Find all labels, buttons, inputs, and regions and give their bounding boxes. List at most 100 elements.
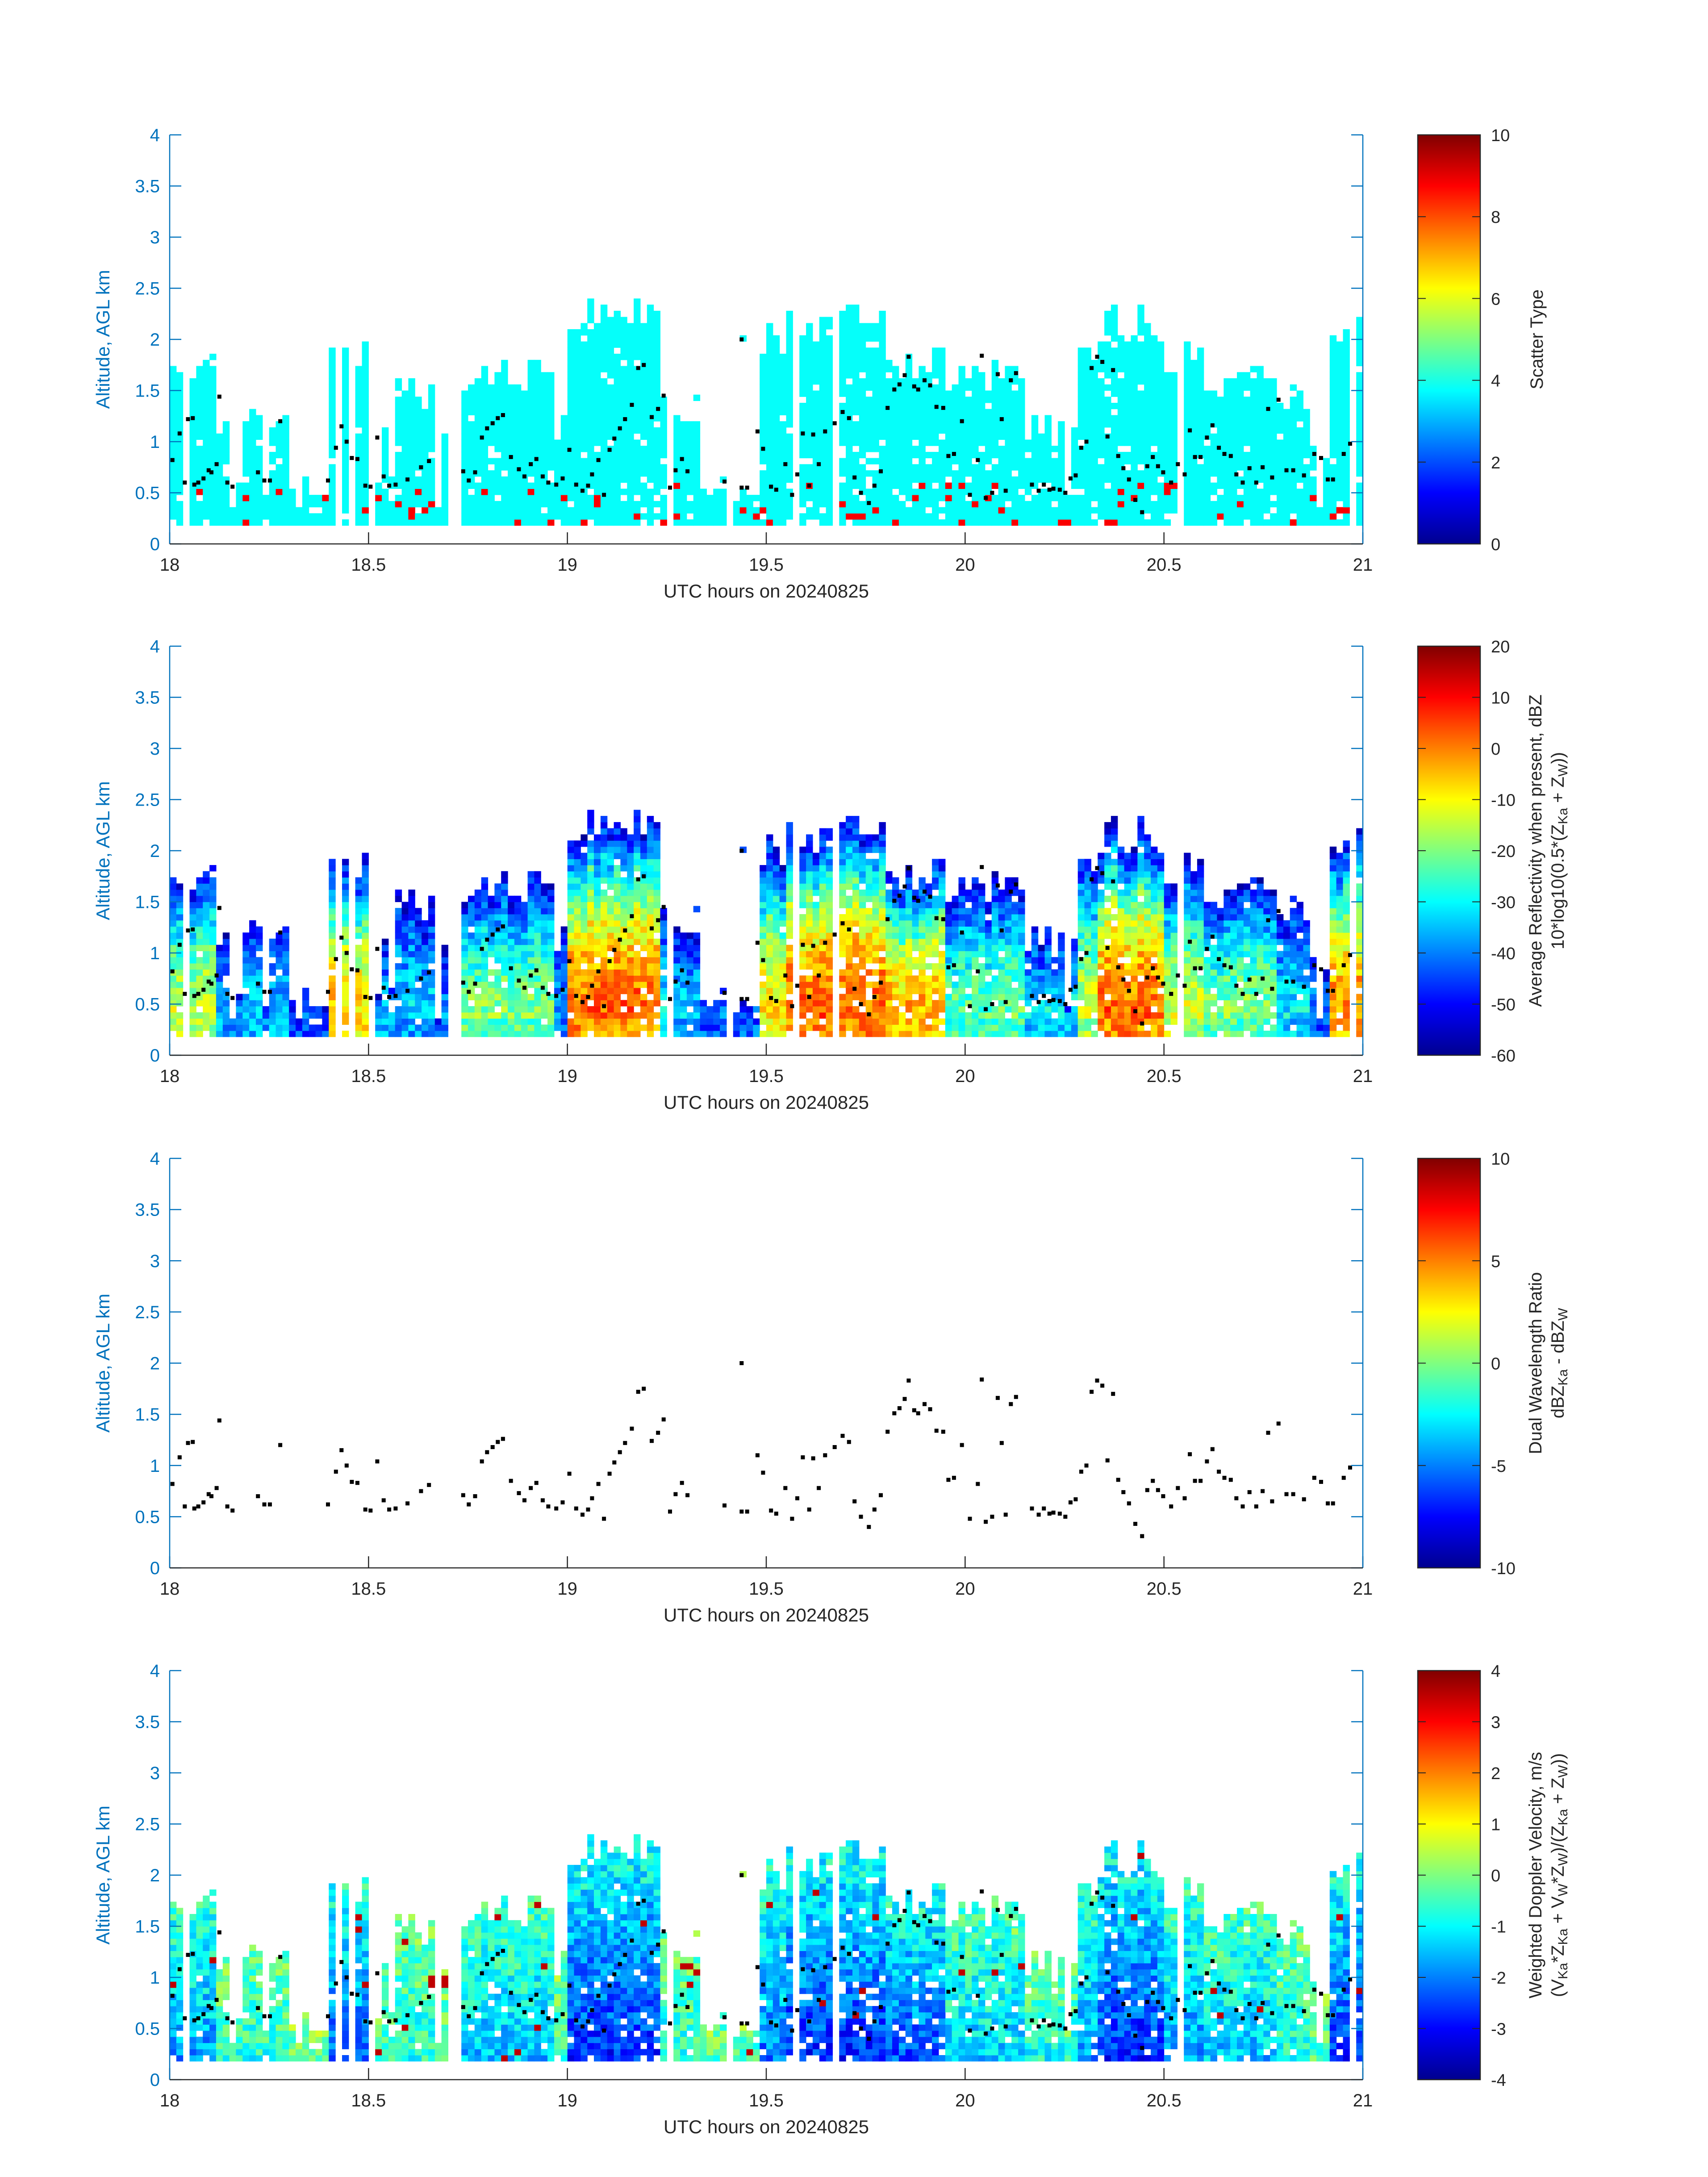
cloud-base-point bbox=[461, 469, 465, 473]
heat-cell bbox=[1224, 476, 1230, 483]
heat-cell bbox=[614, 384, 621, 391]
heat-cell bbox=[813, 483, 819, 489]
heat-cell bbox=[249, 470, 256, 476]
heat-cell bbox=[1270, 464, 1277, 470]
heat-cell bbox=[561, 1006, 568, 1012]
heat-cell bbox=[362, 963, 369, 969]
heat-cell bbox=[203, 501, 209, 507]
heat-cell bbox=[1330, 342, 1336, 348]
heat-cell bbox=[236, 495, 242, 501]
heat-cell bbox=[1250, 415, 1257, 422]
cloud-base-point bbox=[1285, 468, 1289, 472]
heat-cell bbox=[547, 397, 554, 403]
heat-cell bbox=[601, 427, 607, 434]
heat-cell bbox=[1244, 384, 1250, 391]
heat-cell bbox=[249, 994, 256, 1000]
heat-cell bbox=[1011, 452, 1018, 458]
heat-cell bbox=[468, 452, 475, 458]
heat-cell bbox=[1078, 501, 1085, 507]
heat-cell bbox=[1316, 513, 1323, 519]
heat-cell bbox=[568, 908, 574, 914]
heat-cell bbox=[594, 434, 601, 440]
heat-cell bbox=[673, 513, 680, 519]
heat-cell bbox=[395, 890, 402, 896]
heat-cell bbox=[568, 994, 574, 1000]
heat-cell bbox=[488, 519, 495, 526]
heatmap-scatter-type bbox=[170, 298, 1363, 526]
heat-cell bbox=[1018, 452, 1025, 458]
heat-cell bbox=[587, 421, 594, 427]
heat-cell bbox=[939, 507, 945, 514]
heat-cell bbox=[1323, 464, 1330, 470]
heat-cell bbox=[826, 458, 833, 464]
heat-cell bbox=[885, 458, 892, 464]
heat-cell bbox=[422, 452, 428, 458]
heat-cell bbox=[508, 982, 514, 988]
heat-cell bbox=[866, 439, 873, 446]
heat-cell bbox=[554, 501, 561, 507]
heat-cell bbox=[852, 335, 859, 342]
heat-cell bbox=[561, 945, 568, 951]
heat-cell bbox=[216, 483, 223, 489]
heat-cell bbox=[508, 501, 514, 507]
heat-cell bbox=[859, 329, 866, 335]
heat-cell bbox=[1237, 427, 1244, 434]
heat-cell bbox=[1250, 427, 1257, 434]
heat-cell bbox=[1330, 427, 1336, 434]
heat-cell bbox=[296, 1019, 302, 1025]
heat-cell bbox=[1224, 391, 1230, 397]
heat-cell bbox=[541, 434, 547, 440]
heat-cell bbox=[906, 366, 912, 372]
heat-cell bbox=[673, 495, 680, 501]
heat-cell bbox=[568, 1031, 574, 1037]
heat-cell bbox=[1336, 421, 1343, 427]
heat-cell bbox=[1230, 483, 1237, 489]
heat-cell bbox=[534, 1024, 541, 1031]
heat-cell bbox=[296, 519, 302, 526]
heat-cell bbox=[799, 342, 806, 348]
heat-cell bbox=[203, 920, 209, 927]
heat-cell bbox=[236, 994, 242, 1000]
heat-cell bbox=[362, 890, 369, 896]
heat-cell bbox=[249, 476, 256, 483]
heat-cell bbox=[481, 519, 488, 526]
heat-cell bbox=[1078, 519, 1085, 526]
heat-cell bbox=[1343, 458, 1350, 464]
heat-cell bbox=[176, 507, 183, 514]
heat-cell bbox=[501, 963, 508, 969]
heat-cell bbox=[249, 951, 256, 957]
heat-cell bbox=[568, 927, 574, 933]
heat-cell bbox=[256, 994, 263, 1000]
heat-cell bbox=[521, 902, 528, 908]
heat-cell bbox=[773, 415, 780, 422]
heat-cell bbox=[355, 1024, 362, 1031]
heat-cell bbox=[442, 434, 448, 440]
heat-cell bbox=[640, 335, 647, 342]
heat-cell bbox=[249, 489, 256, 495]
heat-cell bbox=[852, 427, 859, 434]
heat-cell bbox=[780, 409, 786, 415]
heat-cell bbox=[408, 969, 415, 976]
heat-cell bbox=[634, 378, 640, 384]
heat-cell bbox=[501, 877, 508, 884]
cloud-base-point bbox=[739, 338, 743, 342]
cloud-base-point bbox=[480, 435, 484, 439]
heat-cell bbox=[1157, 342, 1164, 348]
heat-cell bbox=[634, 372, 640, 378]
heat-cell bbox=[912, 403, 919, 409]
heat-cell bbox=[1137, 489, 1144, 495]
heat-cell bbox=[362, 427, 369, 434]
heat-cell bbox=[501, 1000, 508, 1006]
heat-cell bbox=[249, 920, 256, 927]
heat-cell bbox=[839, 519, 846, 526]
heat-cell bbox=[647, 342, 654, 348]
heat-cell bbox=[176, 464, 183, 470]
heat-cell bbox=[580, 982, 587, 988]
heat-cell bbox=[242, 939, 249, 945]
heat-cell bbox=[355, 945, 362, 951]
heat-cell bbox=[568, 865, 574, 871]
heat-cell bbox=[568, 859, 574, 865]
heat-cell bbox=[488, 994, 495, 1000]
heat-cell bbox=[1330, 409, 1336, 415]
heat-cell bbox=[826, 360, 833, 366]
